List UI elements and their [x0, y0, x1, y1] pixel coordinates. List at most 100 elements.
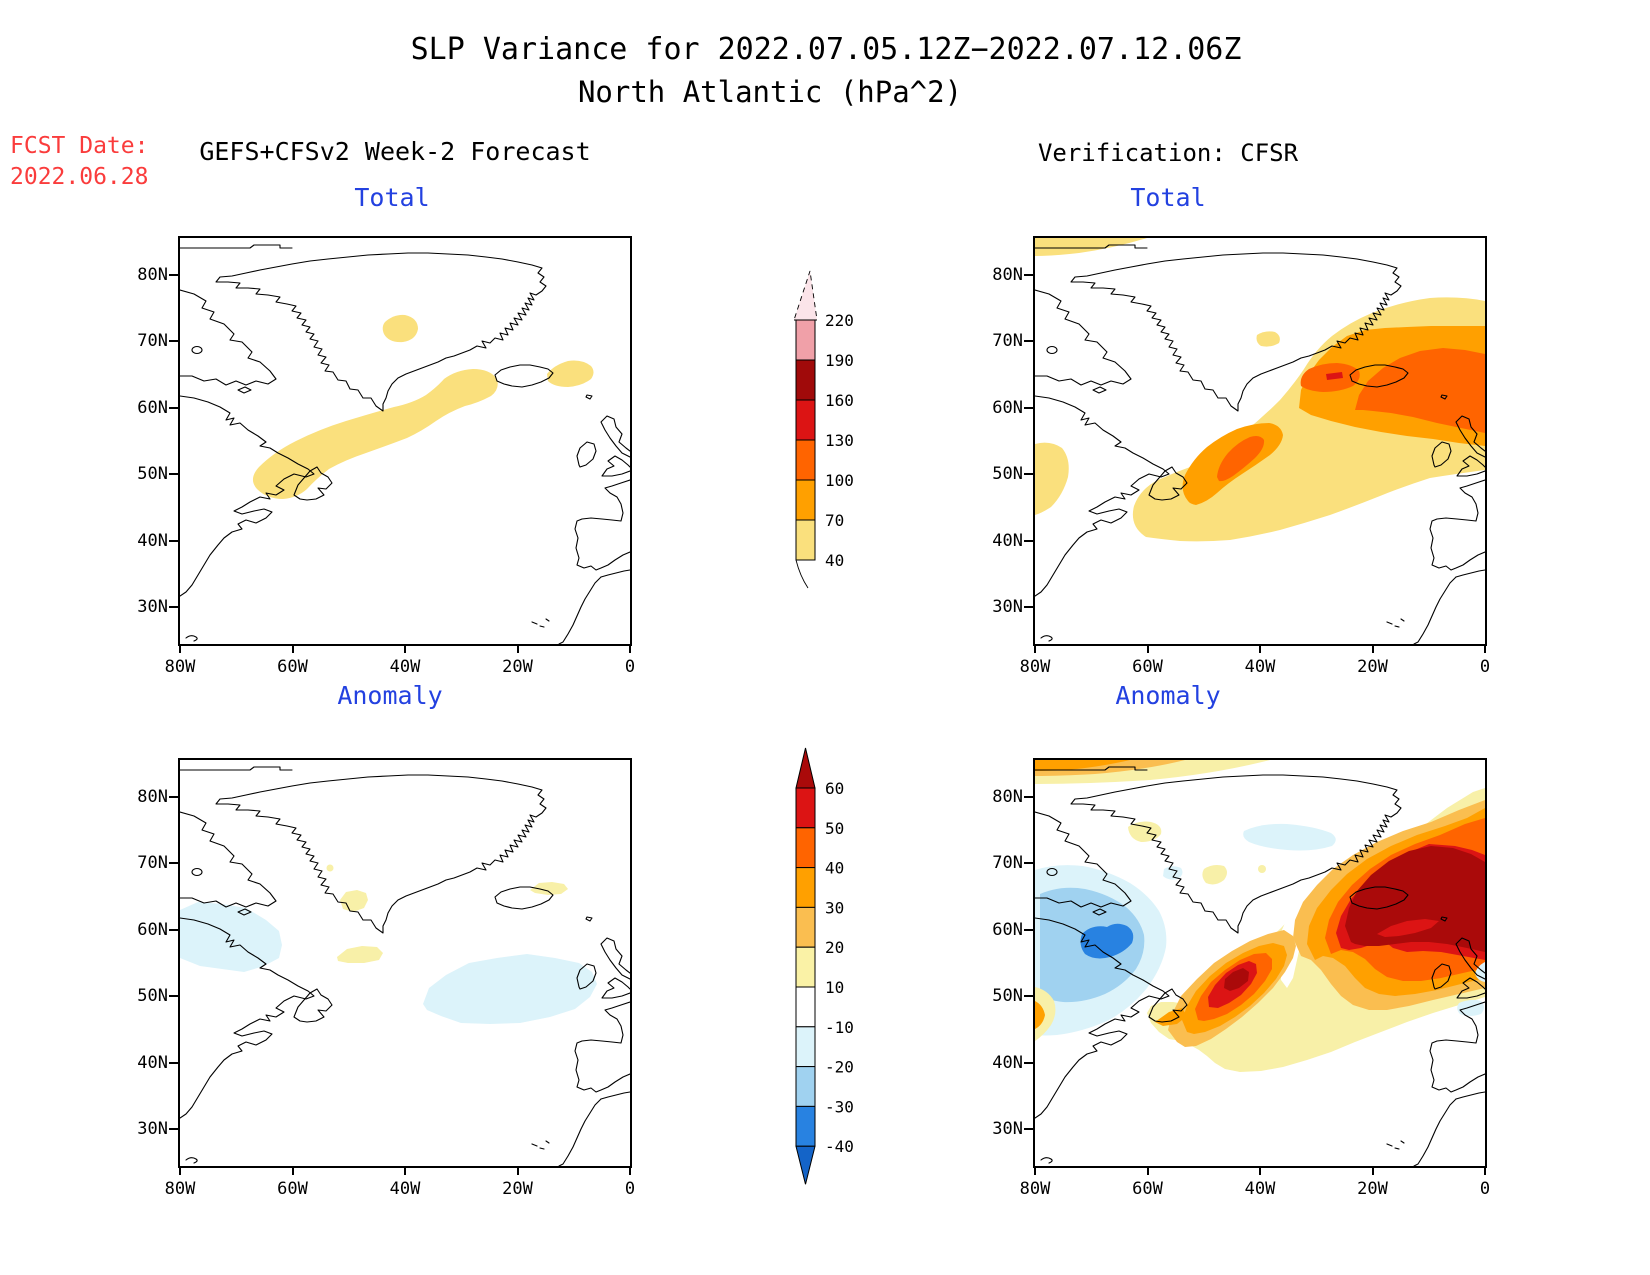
lon-tick-label: 80W [1019, 1179, 1051, 1199]
figure-title-line2: North Atlantic (hPa^2) [577, 75, 963, 109]
lat-tick [169, 928, 178, 931]
lat-tick [1024, 928, 1033, 931]
lon-tick [516, 1166, 519, 1175]
lon-tick [179, 1166, 181, 1175]
lon-tick-label: 40W [389, 657, 421, 677]
shaded-regions [1035, 760, 1485, 1072]
map-forecast-anomaly-plot [180, 766, 630, 1166]
lat-tick [169, 606, 178, 609]
lat-tick [1024, 995, 1033, 998]
lon-tick-label: 20W [502, 1179, 533, 1199]
lat-tick-label: 60N [992, 397, 1023, 418]
lat-tick-label: 80N [992, 786, 1023, 807]
shaded-regions [180, 864, 597, 1024]
map-verification-total: 80N 70N 60N 50N 40N 30N 80W 60W 40W 20W 0 [992, 236, 1490, 677]
lat-tick-label: 60N [137, 397, 168, 418]
svg-text:-10: -10 [825, 1018, 854, 1037]
panel-title-verification-anomaly: Anomaly [1115, 681, 1221, 710]
lat-tick-label: 40N [992, 1052, 1023, 1073]
lon-tick [629, 1166, 631, 1175]
coastline [180, 244, 630, 644]
svg-text:130: 130 [825, 431, 854, 450]
lat-tick-label: 30N [992, 1119, 1023, 1140]
map-forecast-total-plot [180, 244, 630, 644]
lat-tick [169, 1061, 178, 1064]
lon-tick [516, 644, 519, 653]
lon-tick [179, 644, 181, 653]
colorbar-total: 220 190 160 130 100 70 40 [788, 268, 878, 598]
map-verification-total-plot [1035, 238, 1485, 644]
lon-tick-label: 60W [277, 657, 308, 677]
map-verification-anomaly: 80N 70N 60N 50N 40N 30N 80W 60W 40W 20W 0 [992, 758, 1490, 1199]
svg-text:30: 30 [825, 898, 844, 917]
lat-tick [1024, 539, 1033, 542]
lon-tick [629, 644, 631, 653]
svg-text:40: 40 [825, 551, 844, 570]
lat-tick-label: 60N [137, 919, 168, 940]
forecast-date-block: FCST Date: 2022.06.28 [10, 131, 148, 193]
svg-text:160: 160 [825, 391, 854, 410]
lat-tick-label: 80N [137, 786, 168, 807]
svg-text:10: 10 [825, 978, 844, 997]
shaded-regions [252, 314, 594, 499]
lat-tick [169, 995, 178, 998]
lat-tick [1024, 340, 1033, 343]
lon-tick-label: 0 [624, 1179, 636, 1199]
lat-tick-label: 60N [992, 919, 1023, 940]
forecast-date-value: 2022.06.28 [10, 164, 149, 190]
lon-tick-label: 0 [1479, 657, 1491, 677]
lat-tick-label: 40N [992, 530, 1023, 551]
map-forecast-total: 80N 70N 60N 50N 40N 30N 80W 60W 40W 20W 0 [137, 236, 635, 677]
lat-tick-label: 50N [992, 464, 1023, 485]
lon-tick-label: 20W [1357, 1179, 1388, 1199]
lon-tick-label: 80W [164, 657, 196, 677]
lat-tick [169, 539, 178, 542]
lon-tick [1034, 1166, 1036, 1175]
lat-tick [1024, 862, 1033, 865]
lon-tick-label: 60W [1132, 657, 1163, 677]
colorbar-svg: 60 50 40 30 20 10 -10 -20 -30 -40 [795, 747, 854, 1185]
shaded-regions [1035, 238, 1485, 542]
lon-tick [1371, 1166, 1374, 1175]
lat-tick-label: 70N [992, 853, 1023, 874]
lon-tick-label: 20W [1357, 657, 1388, 677]
lon-tick-label: 40W [1244, 1179, 1276, 1199]
lat-tick [1024, 273, 1033, 276]
lat-tick [169, 473, 178, 476]
svg-text:100: 100 [825, 471, 854, 490]
svg-text:-40: -40 [825, 1137, 854, 1156]
lat-tick [1024, 1128, 1033, 1131]
svg-text:70: 70 [825, 511, 844, 530]
lat-tick [1024, 1061, 1033, 1064]
lon-tick [1484, 1166, 1486, 1175]
lat-tick [169, 795, 178, 798]
lon-tick-label: 20W [502, 657, 533, 677]
lon-tick [1484, 644, 1486, 653]
lon-tick-label: 60W [1132, 1179, 1163, 1199]
lat-tick-label: 80N [137, 264, 168, 285]
colorbar-anomaly: 60 50 40 30 20 10 -10 -20 -30 -40 [788, 746, 878, 1195]
lon-tick-label: 80W [164, 1179, 196, 1199]
verification-header: Verification: CFSR [1037, 139, 1299, 167]
svg-text:220: 220 [825, 311, 854, 330]
lat-tick [169, 1128, 178, 1131]
lat-tick [1024, 473, 1033, 476]
forecast-date-label: FCST Date: [10, 133, 149, 159]
lat-tick-label: 40N [137, 1052, 168, 1073]
lon-tick [1034, 644, 1036, 653]
lat-tick-label: 50N [137, 464, 168, 485]
lat-tick [169, 340, 178, 343]
panel-title-verification-total: Total [1130, 183, 1206, 212]
lon-tick [1146, 644, 1149, 653]
lat-tick-label: 80N [992, 264, 1023, 285]
panel-title-forecast-total: Total [354, 183, 430, 212]
lat-tick [1024, 795, 1033, 798]
lat-tick [169, 273, 178, 276]
lat-tick-label: 50N [137, 986, 168, 1007]
lat-tick [1024, 406, 1033, 409]
lon-tick-label: 80W [1019, 657, 1051, 677]
lat-tick-label: 50N [992, 986, 1023, 1007]
colorbar-svg: 220 190 160 130 100 70 40 [793, 270, 854, 589]
lat-tick-label: 30N [992, 597, 1023, 618]
